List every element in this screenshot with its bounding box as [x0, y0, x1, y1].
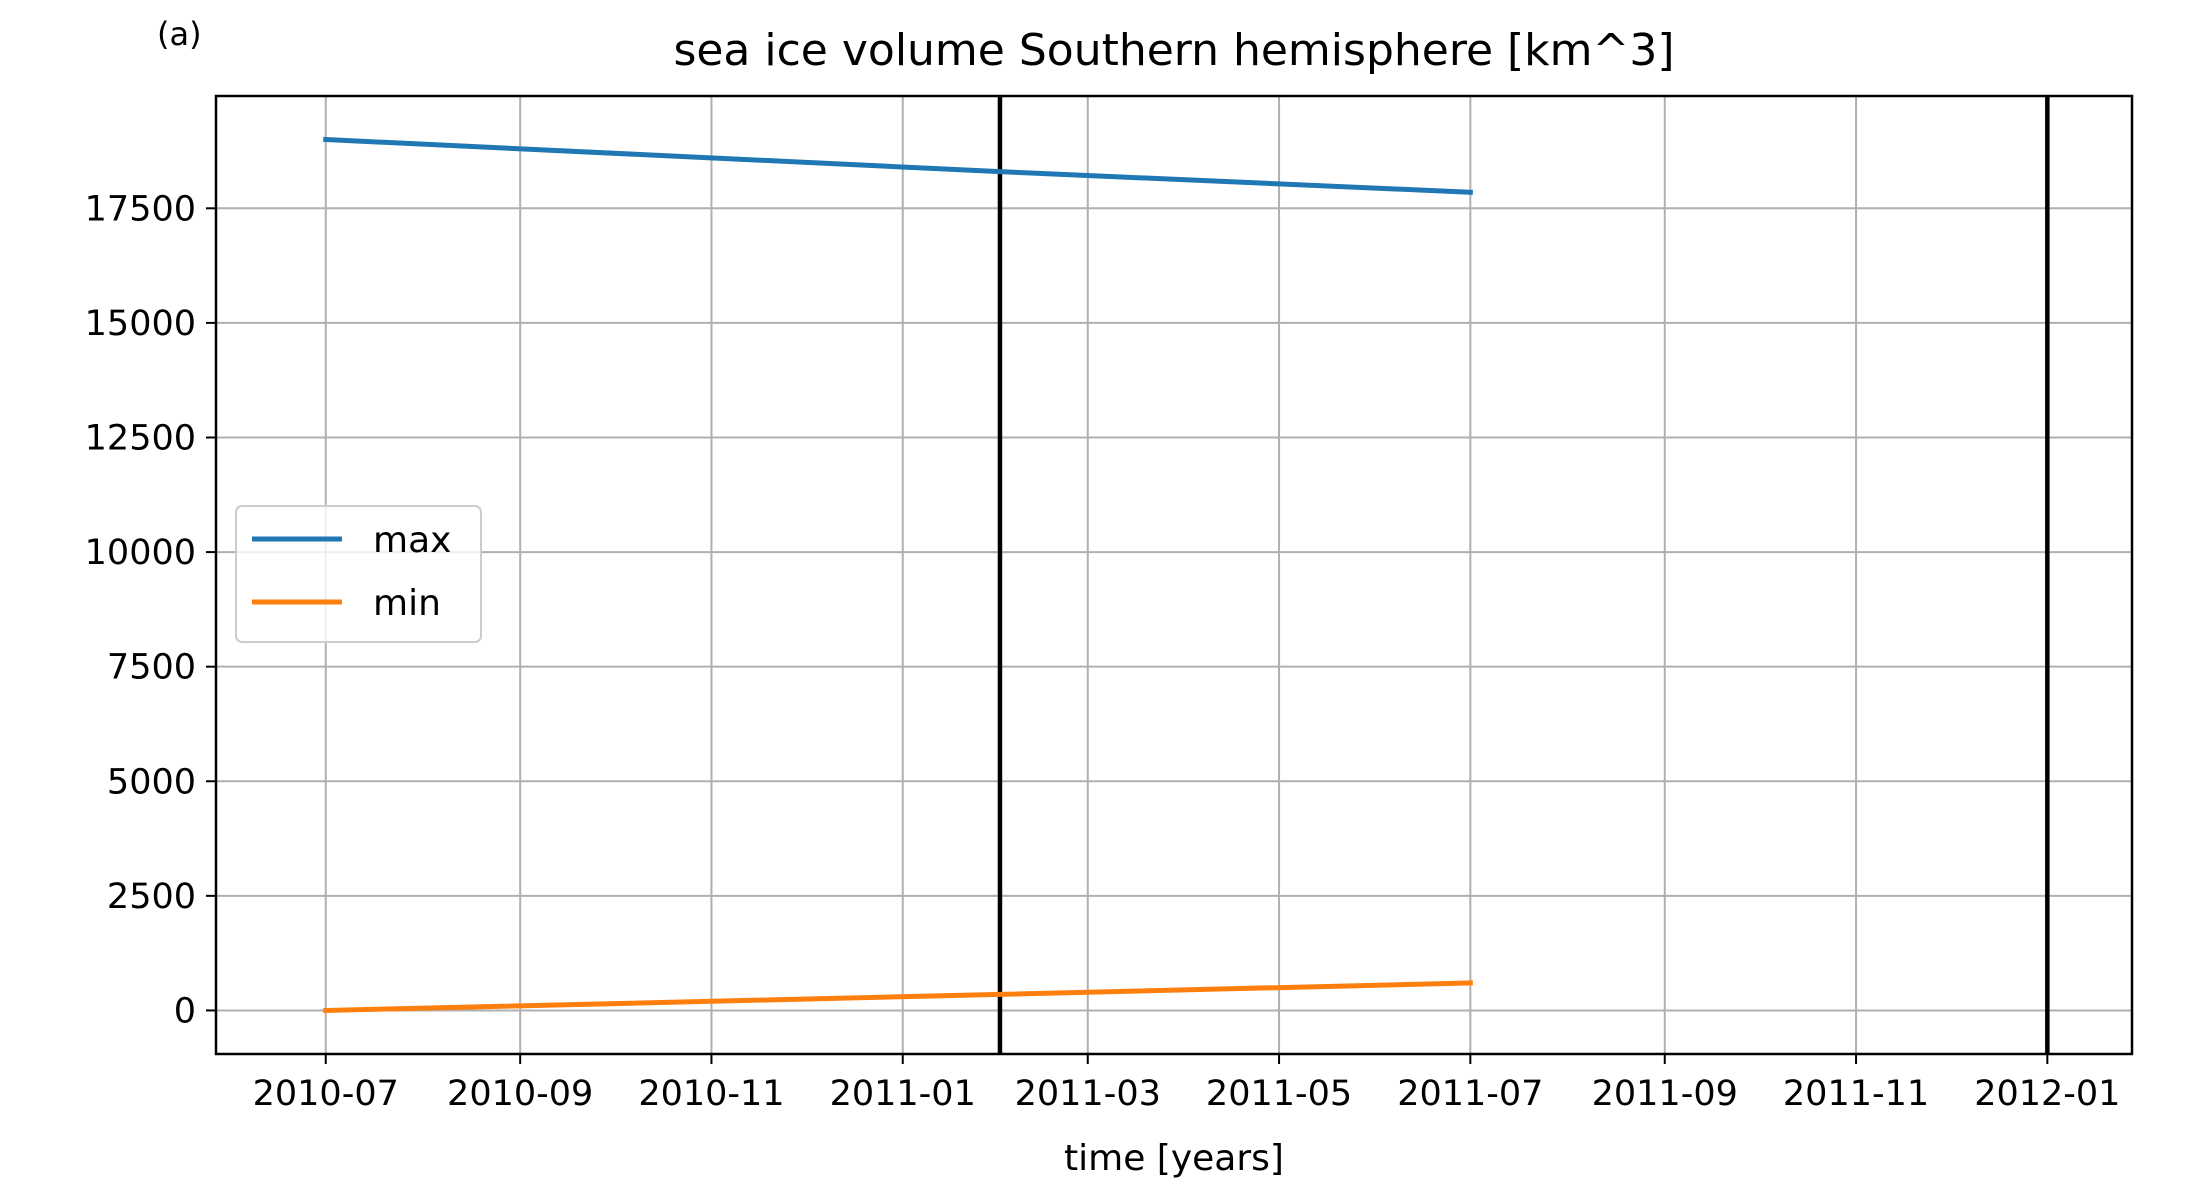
tick-layer: 2010-07 2010-09 2010-11 2011-01 2011-03 2011-…: [85, 189, 2121, 1114]
x-tick-label: 2011-09: [1592, 1074, 1738, 1114]
y-tick-label: 12500: [85, 418, 196, 458]
x-tick-label: 2010-07: [253, 1074, 399, 1114]
y-tick-label: 7500: [107, 648, 196, 688]
legend: max min: [235, 505, 482, 643]
x-tick-label: 2011-05: [1206, 1074, 1352, 1114]
legend-label-min: min: [373, 583, 441, 624]
panel-label: (a): [157, 15, 202, 53]
x-tick-label: 2011-07: [1397, 1074, 1543, 1114]
grid-layer: [216, 96, 2132, 1054]
y-tick-label: 2500: [107, 877, 196, 917]
x-tick-label: 2011-03: [1015, 1074, 1161, 1114]
x-tick-label: 2011-11: [1783, 1074, 1929, 1114]
series-line-max: [323, 136, 1473, 195]
series-line-min: [323, 980, 1473, 1014]
y-tick-label: 17500: [85, 189, 196, 229]
vertical-lines-layer: [997, 96, 2050, 1054]
x-tick-label: 2010-11: [638, 1074, 784, 1114]
chart-title: sea ice volume Southern hemisphere [km^3…: [673, 25, 1674, 76]
x-tick-label: 2012-01: [1974, 1074, 2120, 1114]
x-tick-label: 2011-01: [830, 1074, 976, 1114]
y-tick-label: 10000: [85, 533, 196, 573]
y-tick-label: 5000: [107, 762, 196, 802]
plot-frame: [214, 94, 2134, 1056]
y-tick-label: 15000: [85, 304, 196, 344]
legend-label-max: max: [373, 520, 451, 561]
x-tick-label: 2010-09: [447, 1074, 593, 1114]
x-axis-label: time [years]: [1064, 1138, 1284, 1179]
y-tick-label: 0: [174, 991, 196, 1031]
series-layer: [323, 136, 1473, 1014]
